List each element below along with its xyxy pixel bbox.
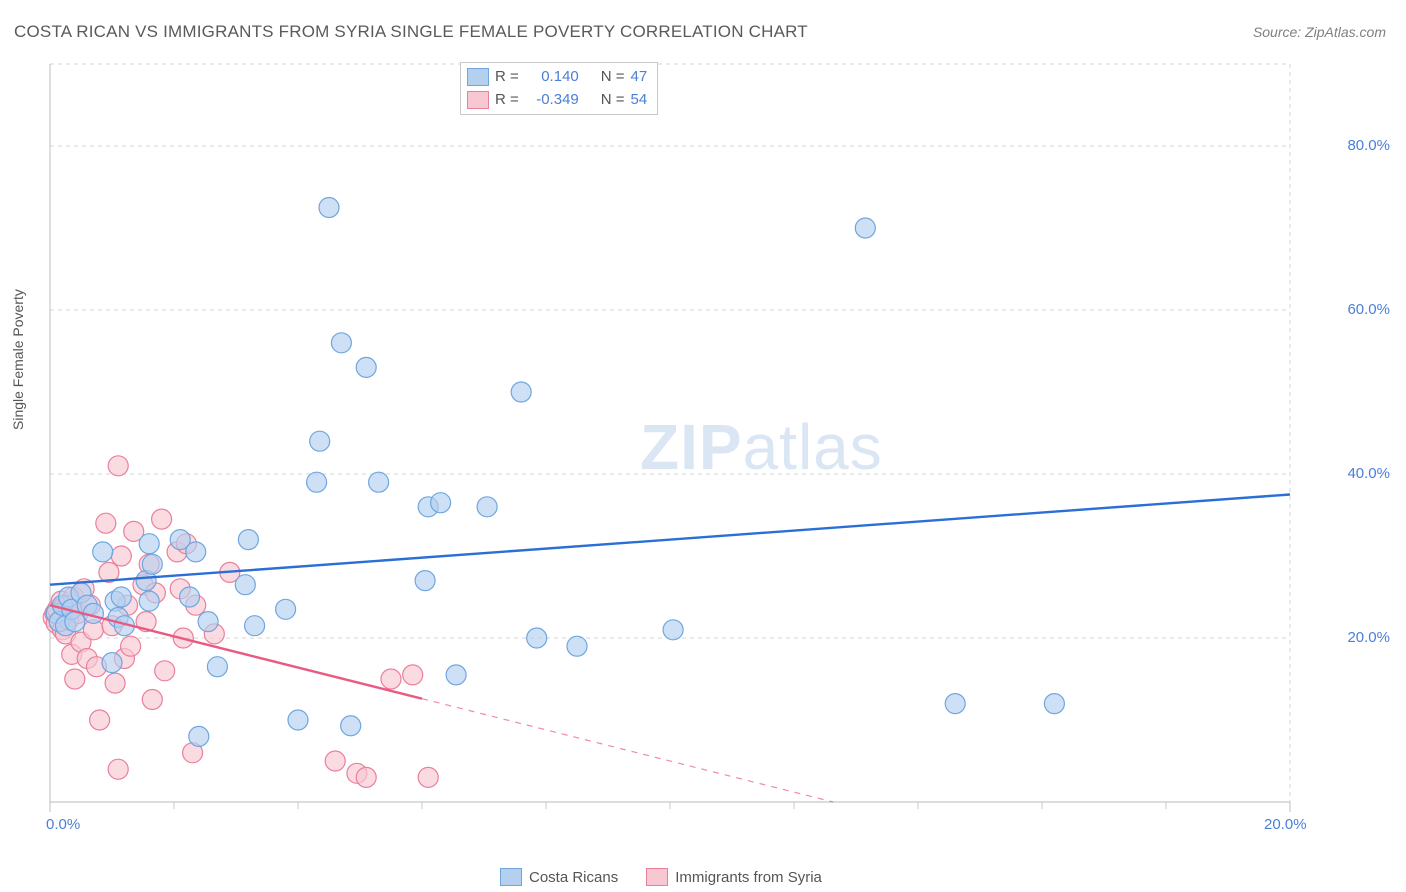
correlation-legend: R = 0.140 N = 47 R = -0.349 N = 54	[460, 62, 658, 115]
y-tick-label: 80.0%	[1330, 137, 1390, 154]
scatter-plot	[48, 60, 1338, 830]
legend-item-costa-ricans: Costa Ricans	[500, 868, 618, 886]
swatch-syria	[467, 91, 489, 109]
legend-swatch-costa-ricans	[500, 868, 522, 886]
source-attribution: Source: ZipAtlas.com	[1253, 24, 1386, 40]
r-value-syria: -0.349	[525, 89, 579, 112]
n-label: N =	[601, 89, 625, 112]
legend-label-syria: Immigrants from Syria	[675, 869, 822, 886]
r-label: R =	[495, 89, 519, 112]
x-tick-label: 0.0%	[46, 816, 80, 833]
corr-row-costa-ricans: R = 0.140 N = 47	[467, 66, 647, 89]
x-tick-label: 20.0%	[1264, 816, 1307, 833]
y-tick-label: 20.0%	[1330, 629, 1390, 646]
legend-label-costa-ricans: Costa Ricans	[529, 869, 618, 886]
r-label: R =	[495, 66, 519, 89]
y-tick-label: 40.0%	[1330, 465, 1390, 482]
n-label: N =	[601, 66, 625, 89]
legend-swatch-syria	[646, 868, 668, 886]
corr-row-syria: R = -0.349 N = 54	[467, 89, 647, 112]
chart-container: COSTA RICAN VS IMMIGRANTS FROM SYRIA SIN…	[0, 0, 1406, 892]
chart-title: COSTA RICAN VS IMMIGRANTS FROM SYRIA SIN…	[14, 22, 808, 42]
legend-item-syria: Immigrants from Syria	[646, 868, 822, 886]
n-value-costa-ricans: 47	[631, 66, 648, 89]
n-value-syria: 54	[631, 89, 648, 112]
y-axis-label: Single Female Poverty	[10, 289, 26, 430]
series-legend: Costa Ricans Immigrants from Syria	[500, 868, 822, 886]
swatch-costa-ricans	[467, 68, 489, 86]
r-value-costa-ricans: 0.140	[525, 66, 579, 89]
y-tick-label: 60.0%	[1330, 301, 1390, 318]
